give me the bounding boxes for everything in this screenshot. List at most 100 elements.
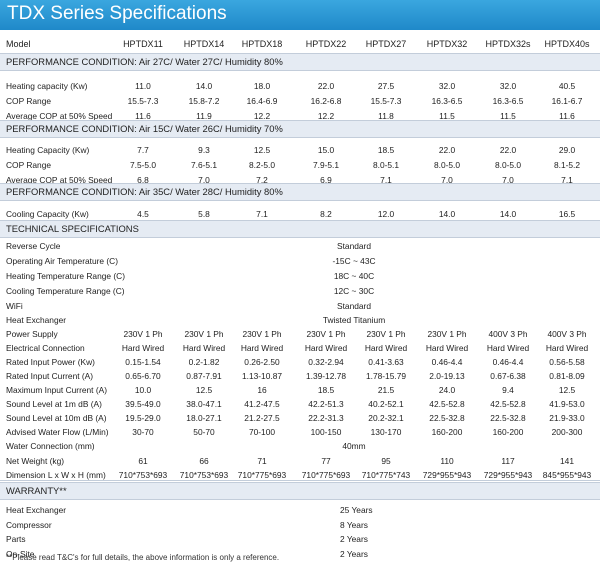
spec-row: COP Range 7.5-5.0 7.6-5.1 8.2-5.0 7.9-5.1 8.0… [0,157,600,173]
row-value: 230V 1 Ph [306,329,346,339]
row-label: Rated Input Current (A) [6,371,94,381]
row-value: 40mm [342,441,366,451]
row-value: 42.5-52.8 [429,399,465,409]
row-value: 32.0 [499,81,517,91]
row-label: Sound Level at 10m dB (A) [6,413,107,423]
spec-row: Heating Capacity (Kw) 7.7 9.3 12.5 15.0 18.5 2… [0,142,600,158]
row-label: COP Range [6,96,52,106]
row-value: 141 [560,456,574,466]
row-value: 7.0 [441,175,453,185]
row-label: Heating Capacity (Kw) [6,145,90,155]
row-value: 230V 1 Ph [242,329,282,339]
row-label: Electrical Connection [6,343,85,353]
spec-row: Water Connection (mm) 40mm [0,438,600,454]
row-value: 0.65-6.70 [125,371,161,381]
row-value: 710*775*693 [301,470,351,480]
row-value: -15C ~ 43C [332,256,376,266]
row-value: 22.0 [499,145,517,155]
row-value: 11.5 [500,111,516,121]
row-value: Hard Wired [240,343,284,353]
section-title: PERFORMANCE CONDITION: Air 35C/ Water 28… [6,186,283,197]
row-value: 110 [440,456,454,466]
row-value: 0.56-5.58 [549,357,585,367]
spec-row: Rated Input Power (Kw) 0.15-1.54 0.2-1.82 0… [0,354,600,370]
section-title: TECHNICAL SPECIFICATIONS [6,223,139,234]
spec-row: Maximum Input Current (A) 10.0 12.5 16 18.5 2… [0,382,600,398]
row-value: Hard Wired [304,343,348,353]
row-value: 0.46-4.4 [492,357,524,367]
row-value: 41.2-47.5 [244,399,280,409]
row-value: 12.0 [377,209,395,219]
row-value: 70-100 [248,427,276,437]
row-value: 14.0 [499,209,517,219]
section-title: PERFORMANCE CONDITION: Air 15C/ Water 26… [6,123,283,134]
model-name: HPTDX22 [305,39,347,49]
row-value: Hard Wired [121,343,165,353]
row-value: 19.5-29.0 [125,413,161,423]
row-value: 7.0 [198,175,210,185]
model-label: Model [6,39,31,49]
row-value: 12.2 [253,111,271,121]
row-value: 5.8 [198,209,210,219]
row-value: 11.6 [559,111,575,121]
row-value: 1.78-15.79 [365,371,407,381]
row-label: Maximum Input Current (A) [6,385,107,395]
row-value: 14.0 [438,209,456,219]
model-name: HPTDX32 [426,39,468,49]
model-header-row: Model HPTDX11 HPTDX14 HPTDX18 HPTDX22 HPTDX27… [0,36,600,52]
row-value: Hard Wired [425,343,469,353]
row-value: 230V 1 Ph [184,329,224,339]
row-value: 15.5-7.3 [370,96,402,106]
row-value: 8.2 [320,209,332,219]
spec-row: Cooling Capacity (Kw) 4.5 5.8 7.1 8.2 12.0 14.… [0,206,600,222]
row-value: 2 Years [340,534,368,544]
row-value: 15.8-7.2 [188,96,220,106]
row-value: 42.2-51.3 [308,399,344,409]
row-value: 15.5-7.3 [127,96,159,106]
row-value: 16.3-6.5 [431,96,463,106]
row-value: 16.3-6.5 [492,96,524,106]
spec-row: Average COP at 50% Speed 11.6 11.9 12.2 12.2… [0,108,600,124]
row-value: 0.87-7.91 [186,371,222,381]
row-value: 400V 3 Ph [547,329,587,339]
row-value: 22.0 [438,145,456,155]
row-value: 0.15-1.54 [125,357,161,367]
row-value: 25 Years [340,505,373,515]
row-value: 0.46-4.4 [431,357,463,367]
row-label: Parts [6,534,26,544]
row-value: 21.5 [377,385,395,395]
spec-row: Sound Level at 10m dB (A) 19.5-29.0 18.0-2… [0,410,600,426]
row-value: 22.5-32.8 [490,413,526,423]
row-value: 16.2-6.8 [310,96,342,106]
row-value: Hard Wired [545,343,589,353]
row-value: 1.13-10.87 [241,371,283,381]
row-label: WiFi [6,301,23,311]
row-value: 130-170 [370,427,402,437]
row-value: 16.4-6.9 [246,96,278,106]
row-value: 7.1 [561,175,573,185]
row-value: 11.5 [439,111,455,121]
model-name: HPTDX14 [183,39,225,49]
row-value: Hard Wired [364,343,408,353]
row-label: On-Site [6,549,35,559]
row-label: Cooling Capacity (Kw) [6,209,89,219]
model-name: HPTDX32s [485,39,531,49]
row-value: 22.5-32.8 [429,413,465,423]
row-value: 40.2-52.1 [368,399,404,409]
row-label: Heating capacity (Kw) [6,81,88,91]
spec-row: On-Site 2 Years [0,546,600,562]
row-label: Heating Temperature Range (C) [6,271,126,281]
row-value: 22.0 [317,81,335,91]
row-value: 710*753*693 [179,470,229,480]
model-name: HPTDX40s [544,39,590,49]
model-name: HPTDX11 [123,39,163,49]
row-value: Standard [337,241,371,251]
row-value: 11.6 [135,111,151,121]
spec-row: Heating capacity (Kw) 11.0 14.0 18.0 22.0 27.… [0,78,600,94]
row-value: 12.5 [558,385,576,395]
row-value: 18.0 [253,81,271,91]
spec-row: COP Range 15.5-7.3 15.8-7.2 16.4-6.9 16.2-6.… [0,93,600,109]
row-label: Net Weight (kg) [6,456,65,466]
row-value: 7.2 [256,175,268,185]
row-value: 66 [199,456,209,466]
